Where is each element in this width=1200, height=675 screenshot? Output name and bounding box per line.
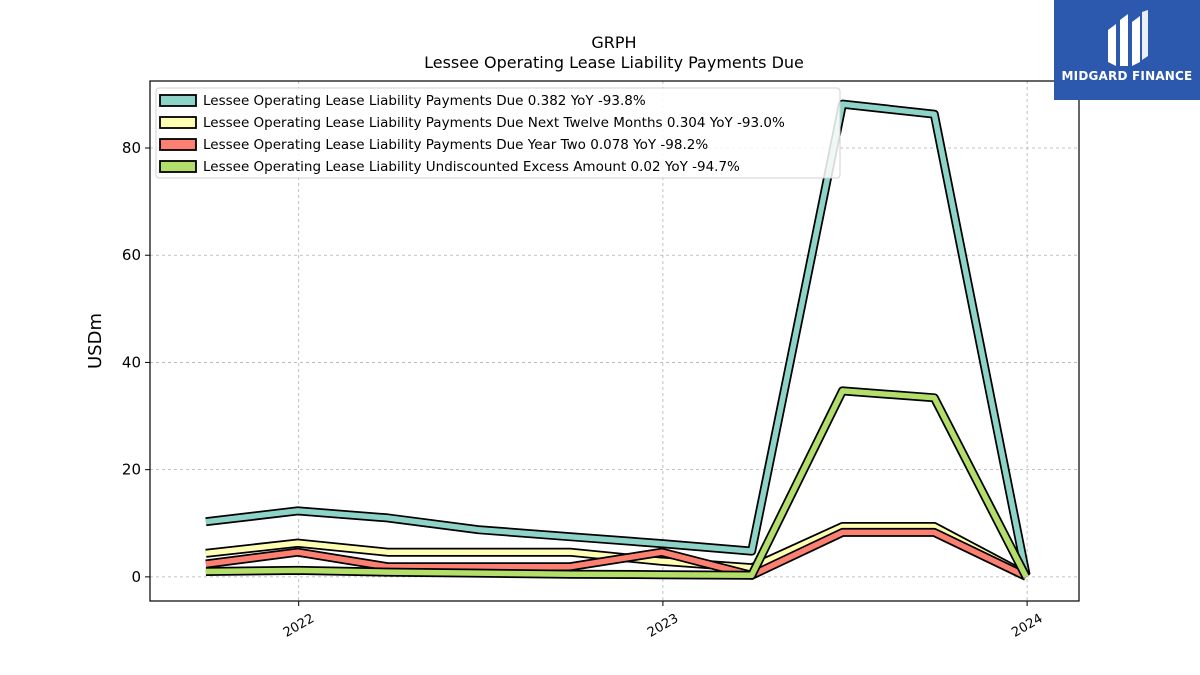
brand-name: MIDGARD FINANCE xyxy=(1061,69,1193,83)
x-tick-label: 2022 xyxy=(281,611,317,641)
legend-box xyxy=(155,87,841,179)
legend-entry: Lessee Operating Lease Liability Undisco… xyxy=(159,159,740,175)
y-tick-label: 20 xyxy=(122,461,141,479)
series-layer xyxy=(205,99,1031,581)
x-axis: 2022 2023 2024 xyxy=(281,601,1045,641)
series-line xyxy=(205,529,1028,579)
legend: Lessee Operating Lease Liability Payment… xyxy=(155,87,841,179)
y-tick-label: 80 xyxy=(122,139,141,157)
series-4 xyxy=(205,386,1031,580)
series-3 xyxy=(205,527,1029,581)
legend-swatch xyxy=(159,138,197,151)
y-tick-label: 60 xyxy=(122,246,141,264)
legend-entry: Lessee Operating Lease Liability Payment… xyxy=(159,93,646,109)
legend-swatch xyxy=(159,160,197,173)
chart-title: GRPH xyxy=(591,33,636,52)
legend-label: Lessee Operating Lease Liability Undisco… xyxy=(203,159,740,175)
legend-entry: Lessee Operating Lease Liability Payment… xyxy=(159,115,785,131)
legend-swatch xyxy=(159,116,197,129)
plot-frame xyxy=(149,80,1080,602)
y-tick-label: 40 xyxy=(122,353,141,371)
legend-swatch xyxy=(159,94,197,107)
x-tick-label: 2023 xyxy=(645,611,681,641)
brand-logo: MIDGARD FINANCE xyxy=(1054,0,1200,100)
y-tick-label: 0 xyxy=(131,568,141,586)
legend-entry: Lessee Operating Lease Liability Payment… xyxy=(159,137,708,153)
y-axis: 0 20 40 60 80 xyxy=(122,139,150,586)
series-line xyxy=(205,388,1029,579)
legend-label: Lessee Operating Lease Liability Payment… xyxy=(203,115,785,131)
legend-label: Lessee Operating Lease Liability Payment… xyxy=(203,93,646,109)
series-1 xyxy=(205,99,1031,576)
midgard-logo-icon xyxy=(1108,10,1148,66)
legend-label: Lessee Operating Lease Liability Payment… xyxy=(203,137,708,153)
y-axis-label: USDm xyxy=(85,313,106,369)
x-tick-label: 2024 xyxy=(1009,611,1045,641)
chart-subtitle: Lessee Operating Lease Liability Payment… xyxy=(424,53,804,72)
series-line xyxy=(205,101,1029,576)
